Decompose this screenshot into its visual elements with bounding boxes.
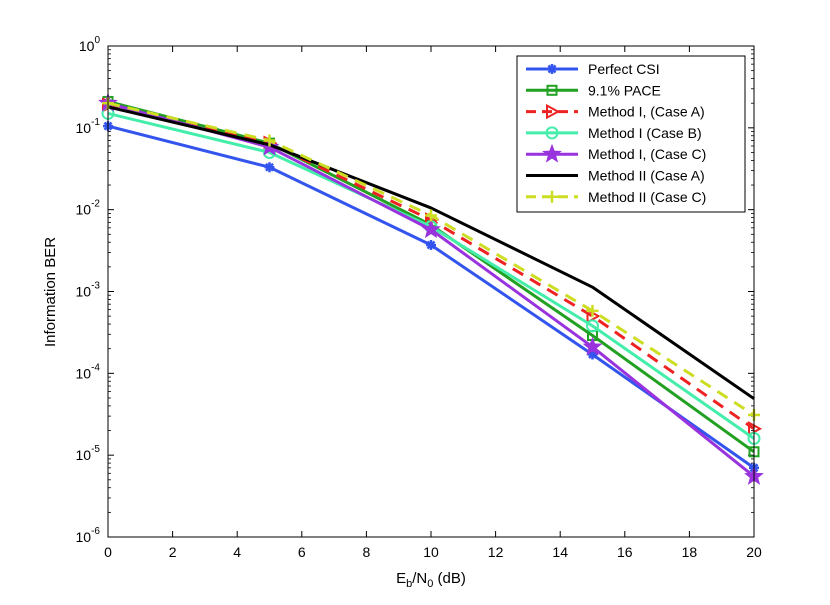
legend: Perfect CSI 9.1% PACE Method I, (Case A) Me… [516,55,746,213]
legend-label: 9.1% PACE [588,82,661,98]
data-point [421,219,441,239]
data-point [586,319,599,333]
series-layer [98,92,764,485]
legend-marker [546,103,561,120]
legend-marker [545,126,559,140]
y-tick-label: 10-3 [76,281,101,300]
legend-marker [546,84,558,96]
x-tick-label: 6 [298,544,306,560]
legend-marker [547,64,557,74]
plot-frame [107,45,755,538]
data-point [263,134,276,147]
x-tick-label: 4 [233,544,241,560]
y-tick-label: 10-6 [76,526,101,545]
x-tick-label: 0 [104,544,112,560]
legend-item: Method II (Case C) [526,189,706,205]
legend-label: Method I, (Case A) [588,104,705,120]
legend-item: Perfect CSI [526,61,660,77]
legend-item: Method II (Case A) [526,168,705,184]
series-line [107,105,755,400]
data-point [264,162,275,173]
legend-marker [542,143,562,163]
ticks-layer: 0 2 4 6 8 10 12 14 16 18 20 100 10-1 10-2 10-3 10-4 10-5… [76,35,762,560]
x-tick-label: 16 [617,544,633,560]
x-tick-label: 2 [169,544,177,560]
x-tick-label: 12 [488,544,504,560]
y-tick-label: 10-1 [76,117,101,136]
data-point [426,240,436,251]
legend-item: Method I, (Case A) [526,104,705,120]
legend-item: 9.1% PACE [526,82,661,98]
legend-marker [546,190,558,203]
y-tick-label: 10-4 [76,362,101,381]
data-point [586,304,599,317]
series-5 [107,105,755,400]
x-tick-label: 8 [363,544,371,560]
y-tick-label: 10-2 [76,199,101,218]
legend-item: Method I, (Case C) [526,143,706,163]
legend-label: Perfect CSI [588,61,660,77]
legend-label: Method II (Case C) [588,189,706,205]
data-point [582,336,603,356]
y-axis-label: Information BER [42,237,59,347]
legend-label: Method II (Case A) [588,168,705,184]
y-tick-label: 100 [79,35,101,54]
data-point [587,349,598,360]
legend-label: Method I, (Case C) [588,146,706,162]
data-point [425,209,437,222]
x-tick-label: 10 [423,544,439,560]
x-axis-label: Eb/N0 (dB) [396,570,466,590]
x-tick-label: 20 [746,544,762,560]
x-tick-label: 18 [682,544,698,560]
legend-item: Method I (Case B) [526,125,702,141]
y-tick-label: 10-5 [76,444,101,463]
legend-label: Method I (Case B) [588,125,702,141]
x-tick-label: 14 [552,544,568,560]
